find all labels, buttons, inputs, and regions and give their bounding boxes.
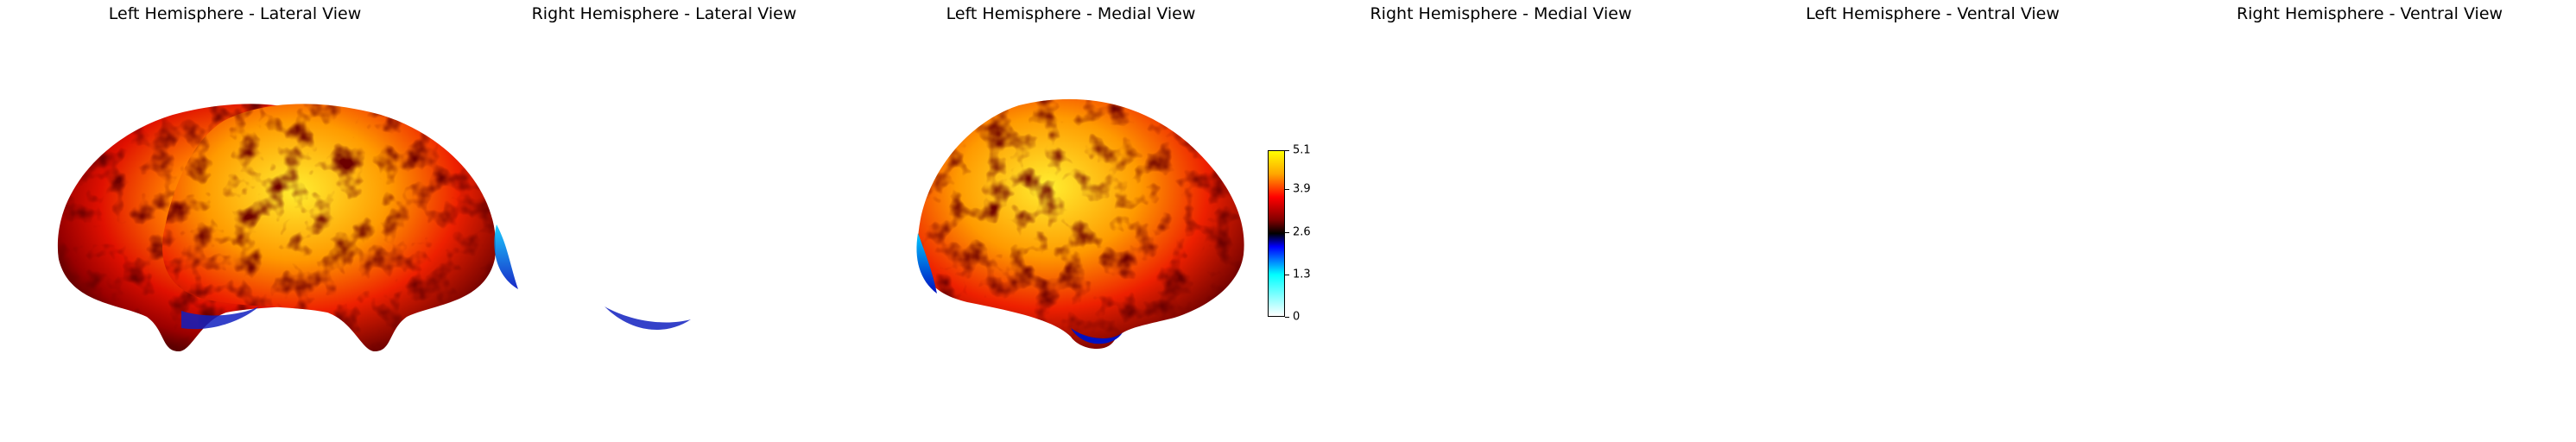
brain-left-medial — [916, 98, 1244, 350]
brain-right-lateral — [162, 104, 691, 352]
colorbar-tick — [1285, 231, 1289, 233]
colorbar-tick — [1285, 317, 1289, 318]
colorbar-tick — [1285, 150, 1289, 151]
panel-title-left-medial: Left Hemisphere - Medial View — [946, 4, 1196, 23]
colorbar-tick-label: 0 — [1293, 310, 1301, 324]
colorbar-tick — [1285, 189, 1289, 191]
panel-title-right-lateral: Right Hemisphere - Lateral View — [531, 4, 797, 23]
colorbar-tick-label: 5.1 — [1293, 143, 1311, 157]
panel-title-left-lateral: Left Hemisphere - Lateral View — [108, 4, 362, 23]
colorbar-tick-label: 3.9 — [1293, 182, 1311, 196]
colorbar-tick-label: 1.3 — [1293, 268, 1311, 281]
colorbar-tick-label: 2.6 — [1293, 225, 1311, 239]
panel-title-left-ventral: Left Hemisphere - Ventral View — [1806, 4, 2060, 23]
panel-title-right-medial: Right Hemisphere - Medial View — [1370, 4, 1632, 23]
colorbar — [1268, 150, 1285, 317]
panel-title-right-ventral: Right Hemisphere - Ventral View — [2236, 4, 2503, 23]
